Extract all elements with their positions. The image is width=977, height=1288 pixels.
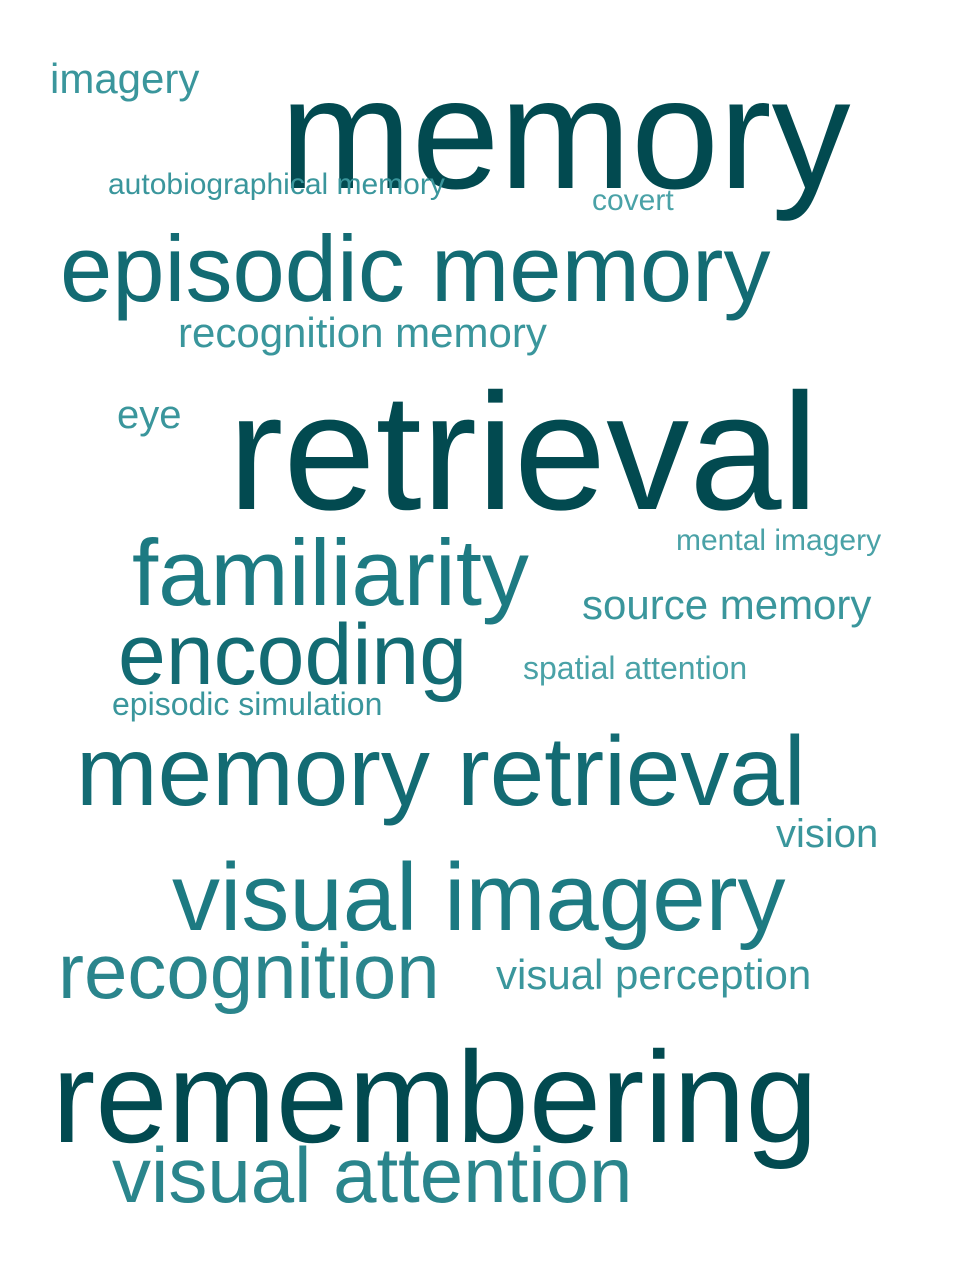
word-spatial-attention: spatial attention	[523, 650, 748, 686]
word-autobiographical-memory: autobiographical memory	[108, 168, 445, 201]
word-familiarity: familiarity	[132, 520, 529, 625]
word-eye: eye	[117, 393, 182, 437]
word-memory: memory	[280, 46, 851, 222]
word-mental-imagery: mental imagery	[676, 524, 882, 557]
word-episodic-simulation: episodic simulation	[112, 686, 383, 722]
word-episodic-memory: episodic memory	[60, 216, 771, 321]
word-visual-imagery: visual imagery	[172, 844, 786, 951]
word-source-memory: source memory	[582, 581, 872, 628]
word-retrieval: retrieval	[228, 360, 819, 545]
word-recognition: recognition	[58, 927, 440, 1015]
word-memory-retrieval: memory retrieval	[76, 716, 806, 826]
word-vision: vision	[776, 812, 879, 856]
word-recognition-memory: recognition memory	[178, 309, 547, 356]
word-visual-attention: visual attention	[112, 1131, 633, 1219]
word-visual-perception: visual perception	[496, 951, 812, 998]
word-covert: covert	[592, 184, 674, 217]
word-imagery: imagery	[50, 55, 200, 102]
word-remembering: remembering	[52, 1024, 818, 1170]
word-encoding: encoding	[118, 607, 468, 703]
